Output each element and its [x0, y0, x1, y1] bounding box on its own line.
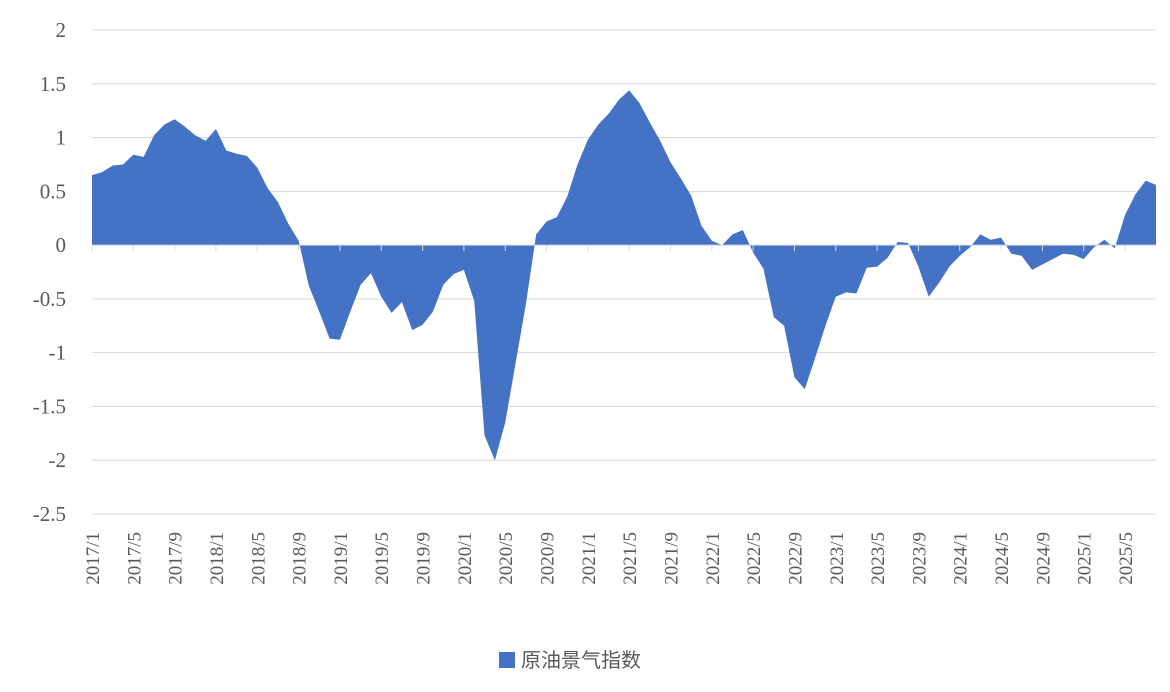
y-tick-label: -0.5: [33, 287, 66, 311]
legend-swatch: [499, 652, 515, 668]
x-tick-label: 2022/9: [785, 532, 806, 585]
y-tick-label: 1.5: [40, 72, 66, 96]
x-tick-label: 2023/9: [909, 532, 930, 585]
x-tick-label: 2022/1: [703, 532, 724, 585]
x-tick-label: 2020/5: [496, 532, 517, 585]
x-tick-label: 2019/5: [372, 532, 393, 585]
x-tick-label: 2023/1: [827, 532, 848, 585]
x-tick-label: 2019/9: [414, 532, 435, 585]
y-tick-label: 0: [56, 233, 67, 257]
y-tick-label: 2: [56, 18, 67, 42]
y-tick-label: -2: [49, 448, 67, 472]
x-tick-label: 2017/9: [166, 532, 187, 585]
x-tick-label: 2024/1: [951, 532, 972, 585]
x-tick-label: 2024/5: [992, 532, 1013, 585]
x-tick-label: 2020/9: [538, 532, 559, 585]
x-tick-label: 2025/5: [1116, 532, 1137, 585]
x-tick-label: 2019/1: [331, 532, 352, 585]
x-tick-label: 2025/1: [1075, 532, 1096, 585]
x-tick-label: 2023/5: [868, 532, 889, 585]
x-tick-label: 2024/9: [1033, 532, 1054, 585]
area: [92, 90, 1156, 461]
x-tick-label: 2020/1: [455, 532, 476, 585]
x-tick-label: 2021/1: [579, 532, 600, 585]
x-tick-label: 2022/5: [744, 532, 765, 585]
y-tick-label: -2.5: [33, 502, 66, 526]
x-tick-label: 2017/1: [83, 532, 104, 585]
x-tick-label: 2021/9: [661, 532, 682, 585]
x-tick-label: 2018/5: [248, 532, 269, 585]
x-tick-label: 2018/1: [207, 532, 228, 585]
legend-label: 原油景气指数: [521, 649, 641, 672]
x-tick-label: 2021/5: [620, 532, 641, 585]
x-tick-label: 2018/9: [290, 532, 311, 585]
y-tick-label: 0.5: [40, 179, 66, 203]
y-tick-label: -1: [49, 341, 67, 365]
y-tick-label: 1: [56, 126, 67, 150]
y-tick-label: -1.5: [33, 394, 66, 418]
x-tick-label: 2017/5: [124, 532, 145, 585]
